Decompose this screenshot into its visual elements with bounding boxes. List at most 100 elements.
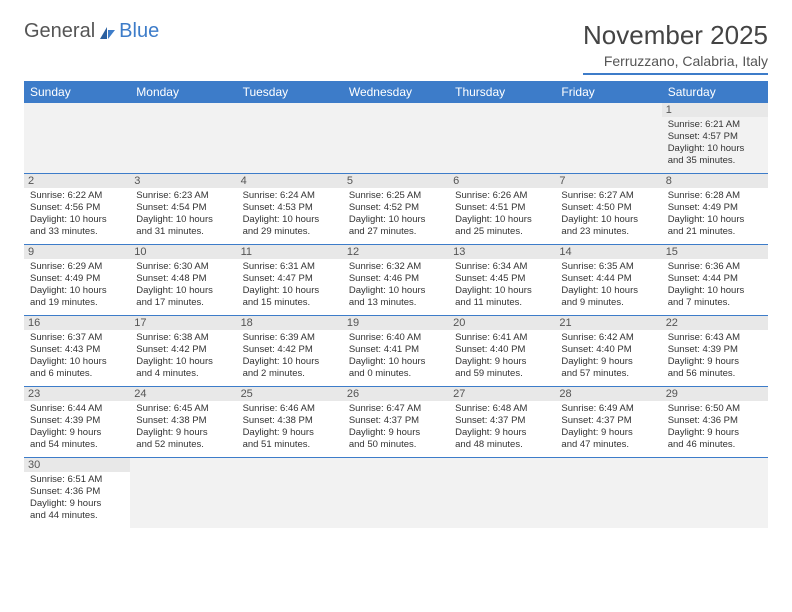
day-number: 21 — [555, 316, 661, 330]
day-dl2: and 50 minutes. — [349, 439, 443, 451]
day-dl2: and 2 minutes. — [243, 368, 337, 380]
day-dl2: and 27 minutes. — [349, 226, 443, 238]
day-number: 13 — [449, 245, 555, 259]
calendar-row: 16Sunrise: 6:37 AMSunset: 4:43 PMDayligh… — [24, 316, 768, 387]
calendar-cell: 7Sunrise: 6:27 AMSunset: 4:50 PMDaylight… — [555, 174, 661, 245]
day-number: 26 — [343, 387, 449, 401]
day-dl2: and 21 minutes. — [668, 226, 762, 238]
day-dl1: Daylight: 10 hours — [243, 214, 337, 226]
day-ss: Sunset: 4:42 PM — [243, 344, 337, 356]
day-dl2: and 48 minutes. — [455, 439, 549, 451]
day-dl1: Daylight: 9 hours — [561, 427, 655, 439]
calendar-cell: 10Sunrise: 6:30 AMSunset: 4:48 PMDayligh… — [130, 245, 236, 316]
calendar-cell: 30Sunrise: 6:51 AMSunset: 4:36 PMDayligh… — [24, 458, 130, 529]
calendar-cell — [130, 103, 236, 174]
day-ss: Sunset: 4:44 PM — [668, 273, 762, 285]
day-sr: Sunrise: 6:44 AM — [30, 403, 124, 415]
day-dl2: and 0 minutes. — [349, 368, 443, 380]
day-sr: Sunrise: 6:39 AM — [243, 332, 337, 344]
day-ss: Sunset: 4:50 PM — [561, 202, 655, 214]
day-sr: Sunrise: 6:21 AM — [668, 119, 762, 131]
calendar-cell: 20Sunrise: 6:41 AMSunset: 4:40 PMDayligh… — [449, 316, 555, 387]
day-dl1: Daylight: 10 hours — [243, 285, 337, 297]
day-sr: Sunrise: 6:37 AM — [30, 332, 124, 344]
calendar-row: 30Sunrise: 6:51 AMSunset: 4:36 PMDayligh… — [24, 458, 768, 529]
day-sr: Sunrise: 6:40 AM — [349, 332, 443, 344]
day-ss: Sunset: 4:57 PM — [668, 131, 762, 143]
day-ss: Sunset: 4:49 PM — [30, 273, 124, 285]
day-dl1: Daylight: 9 hours — [30, 427, 124, 439]
day-number: 7 — [555, 174, 661, 188]
calendar-cell — [555, 103, 661, 174]
calendar-cell — [555, 458, 661, 529]
col-friday: Friday — [555, 81, 661, 103]
day-dl2: and 11 minutes. — [455, 297, 549, 309]
day-sr: Sunrise: 6:24 AM — [243, 190, 337, 202]
day-dl1: Daylight: 9 hours — [349, 427, 443, 439]
day-sr: Sunrise: 6:42 AM — [561, 332, 655, 344]
day-sr: Sunrise: 6:35 AM — [561, 261, 655, 273]
day-ss: Sunset: 4:49 PM — [668, 202, 762, 214]
day-sr: Sunrise: 6:27 AM — [561, 190, 655, 202]
day-dl2: and 54 minutes. — [30, 439, 124, 451]
day-dl1: Daylight: 10 hours — [668, 214, 762, 226]
day-number: 23 — [24, 387, 130, 401]
day-sr: Sunrise: 6:45 AM — [136, 403, 230, 415]
day-dl1: Daylight: 9 hours — [455, 356, 549, 368]
day-dl2: and 33 minutes. — [30, 226, 124, 238]
day-dl1: Daylight: 10 hours — [30, 214, 124, 226]
calendar-cell: 2Sunrise: 6:22 AMSunset: 4:56 PMDaylight… — [24, 174, 130, 245]
day-dl1: Daylight: 10 hours — [349, 214, 443, 226]
day-dl1: Daylight: 10 hours — [136, 356, 230, 368]
day-number: 12 — [343, 245, 449, 259]
day-ss: Sunset: 4:41 PM — [349, 344, 443, 356]
day-number: 27 — [449, 387, 555, 401]
day-number: 15 — [662, 245, 768, 259]
day-number: 24 — [130, 387, 236, 401]
col-saturday: Saturday — [662, 81, 768, 103]
day-ss: Sunset: 4:39 PM — [30, 415, 124, 427]
day-dl1: Daylight: 10 hours — [30, 356, 124, 368]
calendar-cell: 8Sunrise: 6:28 AMSunset: 4:49 PMDaylight… — [662, 174, 768, 245]
day-number: 4 — [237, 174, 343, 188]
day-ss: Sunset: 4:40 PM — [561, 344, 655, 356]
day-sr: Sunrise: 6:43 AM — [668, 332, 762, 344]
day-dl1: Daylight: 9 hours — [243, 427, 337, 439]
logo-text-blue: Blue — [119, 20, 159, 43]
day-dl1: Daylight: 10 hours — [668, 285, 762, 297]
day-number: 2 — [24, 174, 130, 188]
calendar-row: 23Sunrise: 6:44 AMSunset: 4:39 PMDayligh… — [24, 387, 768, 458]
calendar-cell: 28Sunrise: 6:49 AMSunset: 4:37 PMDayligh… — [555, 387, 661, 458]
day-number: 25 — [237, 387, 343, 401]
day-dl2: and 56 minutes. — [668, 368, 762, 380]
day-dl2: and 6 minutes. — [30, 368, 124, 380]
calendar-cell: 23 Sunrise: 6:44 AMSunset: 4:39 PMDayligh… — [24, 387, 130, 458]
calendar-cell: 12Sunrise: 6:32 AMSunset: 4:46 PMDayligh… — [343, 245, 449, 316]
calendar-cell: 9Sunrise: 6:29 AMSunset: 4:49 PMDaylight… — [24, 245, 130, 316]
calendar-cell: 19Sunrise: 6:40 AMSunset: 4:41 PMDayligh… — [343, 316, 449, 387]
location-text: Ferruzzano, Calabria, Italy — [583, 53, 768, 75]
day-number: 9 — [24, 245, 130, 259]
day-dl2: and 7 minutes. — [668, 297, 762, 309]
calendar-cell: 11Sunrise: 6:31 AMSunset: 4:47 PMDayligh… — [237, 245, 343, 316]
day-dl1: Daylight: 9 hours — [30, 498, 124, 510]
header-row: Sunday Monday Tuesday Wednesday Thursday… — [24, 81, 768, 103]
day-number: 30 — [24, 458, 130, 472]
day-sr: Sunrise: 6:25 AM — [349, 190, 443, 202]
day-dl1: Daylight: 10 hours — [668, 143, 762, 155]
day-dl1: Daylight: 10 hours — [455, 285, 549, 297]
day-dl2: and 9 minutes. — [561, 297, 655, 309]
day-number: 11 — [237, 245, 343, 259]
day-number: 3 — [130, 174, 236, 188]
calendar-cell: 22Sunrise: 6:43 AMSunset: 4:39 PMDayligh… — [662, 316, 768, 387]
day-dl2: and 29 minutes. — [243, 226, 337, 238]
day-dl1: Daylight: 9 hours — [668, 356, 762, 368]
day-number: 8 — [662, 174, 768, 188]
day-dl1: Daylight: 9 hours — [668, 427, 762, 439]
day-sr: Sunrise: 6:22 AM — [30, 190, 124, 202]
day-dl1: Daylight: 9 hours — [455, 427, 549, 439]
day-ss: Sunset: 4:47 PM — [243, 273, 337, 285]
day-dl1: Daylight: 10 hours — [136, 214, 230, 226]
calendar-cell: 26Sunrise: 6:47 AMSunset: 4:37 PMDayligh… — [343, 387, 449, 458]
calendar-cell: 29Sunrise: 6:50 AMSunset: 4:36 PMDayligh… — [662, 387, 768, 458]
